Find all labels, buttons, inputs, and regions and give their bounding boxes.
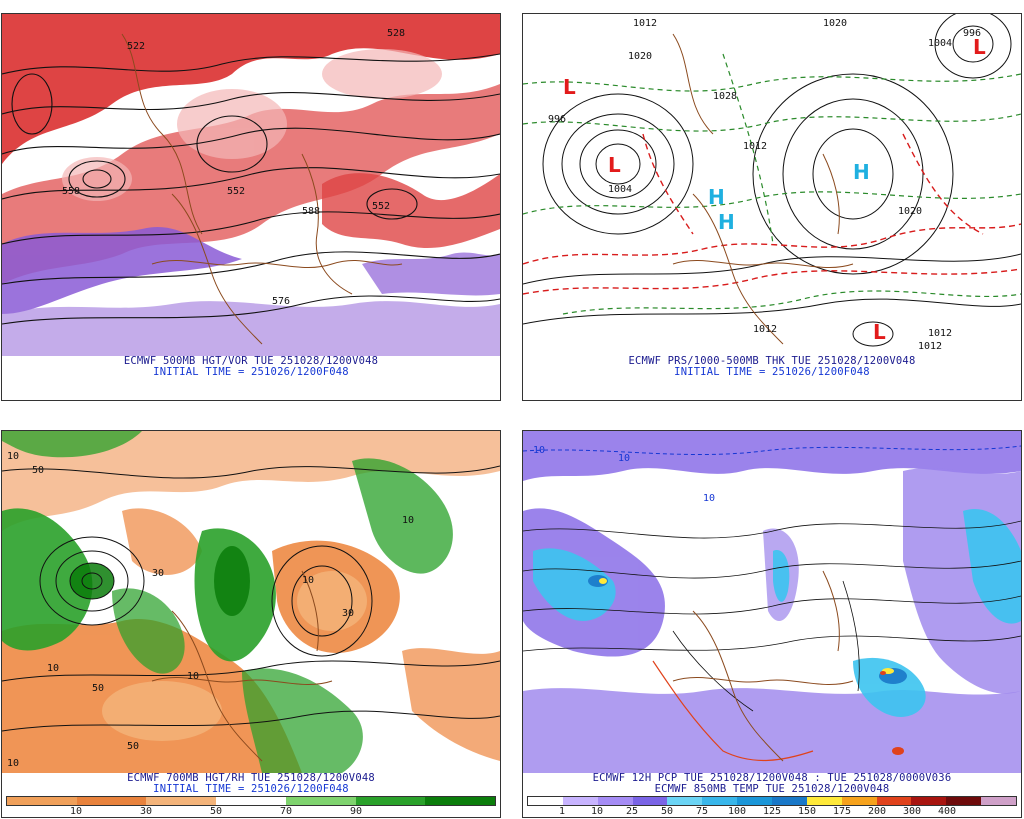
rh-label: 10	[187, 671, 199, 682]
legend-tick: 1	[558, 806, 566, 817]
legend-swatch	[667, 797, 703, 805]
temp-label: 10	[618, 453, 630, 464]
legend-swatch	[772, 797, 807, 805]
legend-swatch	[876, 797, 912, 805]
legend-tick: 25	[625, 806, 639, 817]
legend-swatch	[911, 797, 947, 805]
rh-label: 30	[152, 568, 164, 579]
isobar-label: 1012	[633, 18, 657, 29]
contour-label: 522	[127, 41, 145, 52]
legend-swatch	[597, 797, 633, 805]
legend-tick: 175	[832, 806, 852, 817]
panel-caption: ECMWF 12H PCP TUE 251028/1200V048 : TUE …	[592, 772, 952, 784]
legend-tick: 300	[902, 806, 922, 817]
contour-label: 552	[372, 201, 390, 212]
low-pressure-marker: L	[873, 320, 886, 344]
high-pressure-marker: H	[718, 210, 735, 234]
map-500mb-vorticity: 522 552 576 528 552 588 558	[2, 14, 500, 356]
rh-label: 10	[302, 575, 314, 586]
rh-color-legend	[6, 796, 496, 806]
legend-swatch	[7, 797, 77, 805]
legend-tick: 400	[937, 806, 957, 817]
rh-legend-ticks: 10 30 50 70 90	[6, 806, 496, 817]
legend-swatch	[841, 797, 877, 805]
panel-caption: ECMWF 500MB HGT/VOR TUE 251028/1200V048	[123, 355, 379, 367]
map-700mb-rh: 10 50 10 30 50 30 10 10 50 10 10	[2, 431, 500, 773]
isobar-label: 1028	[713, 91, 737, 102]
legend-swatch	[702, 797, 738, 805]
legend-tick: 50	[209, 806, 223, 817]
legend-tick: 150	[797, 806, 817, 817]
legend-swatch	[562, 797, 598, 805]
contour-label: 528	[387, 28, 405, 39]
legend-tick: 125	[762, 806, 782, 817]
precip-legend-ticks: 1 10 25 50 75 100 125 150 175 200 300 400	[527, 806, 1017, 817]
isobar-label: 1012	[918, 341, 942, 352]
isobar-label: 1020	[628, 51, 652, 62]
rh-label: 10	[402, 515, 414, 526]
high-pressure-marker: H	[853, 160, 870, 184]
contour-label: 552	[227, 186, 245, 197]
legend-tick: 75	[695, 806, 709, 817]
isobar-label: 1012	[753, 324, 777, 335]
legend-tick: 200	[867, 806, 887, 817]
panel-500mb-hgt-vor: 522 552 576 528 552 588 558 ECMWF 500MB …	[1, 13, 501, 401]
rh-label: 30	[342, 608, 354, 619]
temp-label: 10	[533, 445, 545, 456]
low-pressure-marker: L	[608, 153, 621, 177]
legend-swatch	[76, 797, 147, 805]
legend-swatch	[981, 797, 1017, 805]
rh-label: 50	[32, 465, 44, 476]
high-pressure-marker: H	[708, 185, 725, 209]
legend-swatch	[216, 797, 286, 805]
rh-label: 10	[7, 758, 19, 769]
legend-tick: 10	[69, 806, 83, 817]
contour-label: 588	[302, 206, 320, 217]
rh-label: 50	[92, 683, 104, 694]
legend-swatch	[806, 797, 842, 805]
legend-tick: 70	[279, 806, 293, 817]
legend-tick: 30	[139, 806, 153, 817]
isobar-label: 1004	[608, 184, 632, 195]
panel-700mb-hgt-rh: 10 50 10 30 50 30 10 10 50 10 10 ECMWF 7…	[1, 430, 501, 818]
rh-label: 10	[47, 663, 59, 674]
temp-label: 10	[703, 493, 715, 504]
contour-label: 576	[272, 296, 290, 307]
legend-swatch	[425, 797, 496, 805]
legend-tick: 100	[727, 806, 747, 817]
contour-label: 558	[62, 186, 80, 197]
rh-label: 10	[7, 451, 19, 462]
legend-tick: 10	[590, 806, 604, 817]
legend-swatch	[355, 797, 426, 805]
legend-swatch	[285, 797, 356, 805]
rh-label: 50	[127, 741, 139, 752]
panel-caption-secondary: ECMWF 850MB TEMP TUE 251028/1200V048	[654, 783, 890, 795]
isobar-label: 1020	[898, 206, 922, 217]
isobar-label: 1012	[928, 328, 952, 339]
panel-prs-thickness: 1012 1020 1028 996 1012 1004 1020 1012 1…	[522, 13, 1022, 401]
legend-swatch	[528, 797, 563, 805]
legend-swatch	[737, 797, 773, 805]
legend-tick: 50	[660, 806, 674, 817]
initial-time: INITIAL TIME = 251026/1200F048	[674, 366, 870, 378]
legend-swatch	[146, 797, 217, 805]
panel-precip-850temp: 10 10 10 ECMWF 12H PCP TUE 251028/1200V0…	[522, 430, 1022, 818]
isobar-label: 1004	[928, 38, 952, 49]
isobar-label: 996	[963, 28, 981, 39]
initial-time: INITIAL TIME = 251026/1200F048	[153, 783, 349, 795]
initial-time: INITIAL TIME = 251026/1200F048	[153, 366, 349, 378]
low-pressure-marker: L	[563, 75, 576, 99]
map-surface-pressure: 1012 1020 1028 996 1012 1004 1020 1012 1…	[523, 14, 1021, 356]
precip-color-legend	[527, 796, 1017, 806]
low-pressure-marker: L	[973, 35, 986, 59]
legend-swatch	[946, 797, 982, 805]
legend-tick: 90	[349, 806, 363, 817]
isobar-label: 1020	[823, 18, 847, 29]
isobar-label: 996	[548, 114, 566, 125]
map-12h-precip: 10 10 10	[523, 431, 1021, 773]
panel-caption: ECMWF 700MB HGT/RH TUE 251028/1200V048	[127, 772, 375, 784]
legend-swatch	[632, 797, 668, 805]
panel-caption: ECMWF PRS/1000-500MB THK TUE 251028/1200…	[628, 355, 916, 367]
isobar-label: 1012	[743, 141, 767, 152]
